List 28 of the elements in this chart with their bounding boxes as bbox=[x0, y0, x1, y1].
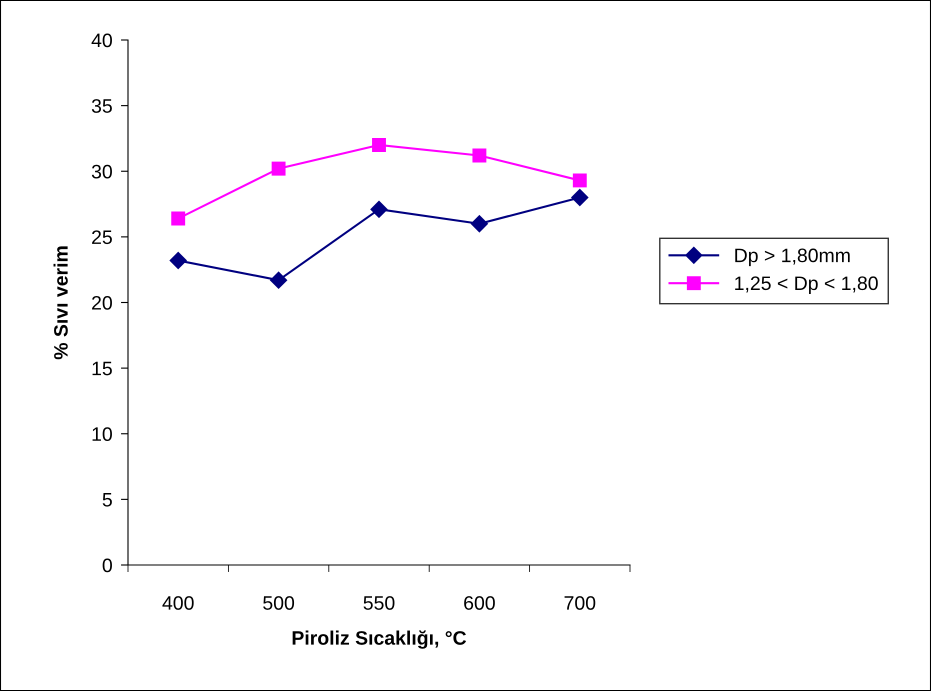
x-axis-title: Piroliz Sıcaklığı, °C bbox=[292, 630, 466, 649]
point bbox=[270, 272, 288, 289]
point bbox=[171, 212, 186, 226]
y-tick-label: 20 bbox=[92, 296, 112, 310]
x-tick-label: 500 bbox=[263, 596, 294, 610]
point bbox=[372, 138, 386, 152]
y-tick-label: 35 bbox=[92, 99, 112, 113]
y-tick-label: 30 bbox=[92, 164, 112, 178]
x-tick-label: 400 bbox=[162, 596, 194, 610]
y-tick-label: 40 bbox=[92, 33, 112, 48]
point bbox=[470, 215, 488, 232]
x-tick-label: 600 bbox=[464, 596, 495, 610]
legend-label: 1,25 < Dp < 1,80 bbox=[735, 276, 878, 294]
point bbox=[572, 173, 587, 188]
y-tick-label: 15 bbox=[92, 362, 112, 376]
point bbox=[272, 162, 286, 176]
x-tick-label: 550 bbox=[364, 596, 394, 610]
y-tick-label: 5 bbox=[102, 493, 112, 507]
y-tick-label: 0 bbox=[102, 558, 112, 572]
point bbox=[370, 200, 388, 218]
y-axis-title: % Sıvı verim bbox=[54, 246, 68, 360]
legend-label: Dp > 1,80mm bbox=[735, 248, 850, 266]
x-tick-label: 700 bbox=[564, 596, 596, 610]
y-tick-label: 25 bbox=[92, 230, 112, 244]
point bbox=[571, 188, 588, 206]
point bbox=[472, 148, 486, 162]
y-tick-label: 10 bbox=[92, 427, 112, 441]
point bbox=[170, 252, 187, 270]
